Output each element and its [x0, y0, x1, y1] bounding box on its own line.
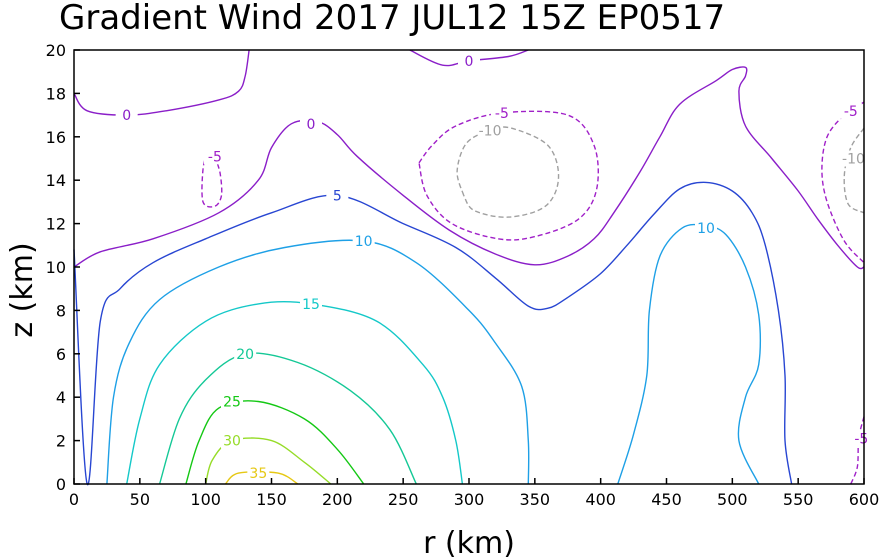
contour-line [126, 301, 464, 485]
y-tick-label: 20 [46, 41, 66, 60]
contour-line [73, 66, 865, 270]
contour-line [73, 181, 793, 485]
y-tick-label: 2 [56, 432, 66, 451]
x-tick-label: 100 [190, 490, 221, 509]
x-tick-label: 450 [651, 490, 682, 509]
contour-line [73, 49, 250, 116]
contour-line [158, 352, 417, 485]
x-axis-ticks: 0 50 100 150 200 250 300 350 400 450 500 550 600 [69, 478, 879, 509]
contour-label-bg [839, 102, 862, 119]
contour-label: 15 [302, 297, 320, 313]
contour-label-bg [479, 122, 502, 139]
contour-label: -10 [842, 152, 865, 168]
x-tick-label: 150 [256, 490, 287, 509]
contour-label: 25 [223, 395, 241, 411]
contour-label-bg [221, 393, 243, 410]
contour-label-bg [221, 432, 243, 449]
chart-title: Gradient Wind 2017 JUL12 15Z EP0517 [59, 0, 725, 38]
x-tick-label: 200 [322, 490, 353, 509]
contour-label-bg [850, 430, 873, 447]
contour-label-bg [842, 150, 865, 167]
contour-label: 10 [697, 221, 715, 237]
contour-label: 0 [122, 108, 131, 124]
contour-label-bg [326, 187, 349, 204]
x-tick-label: 50 [130, 490, 150, 509]
y-tick-label: 18 [46, 84, 66, 103]
contour-line [850, 416, 865, 485]
contour-line [456, 126, 560, 218]
contour-label: 20 [236, 347, 254, 363]
contour-label-bg [234, 345, 257, 362]
contour-label: 0 [465, 54, 474, 70]
x-tick-label: 500 [717, 490, 748, 509]
contour-label-bg [695, 219, 717, 236]
contour-label-bg [300, 115, 322, 132]
y-axis-ticks: 0 2 4 6 8 10 12 14 16 18 20 [46, 41, 80, 494]
contour-label: -10 [479, 123, 502, 139]
contour-label: 35 [249, 466, 267, 482]
contour-label-bg [115, 107, 138, 124]
contour-label: 30 [223, 434, 241, 450]
y-tick-label: 14 [46, 171, 66, 190]
y-tick-label: 6 [56, 345, 66, 364]
contour-label: 10 [355, 234, 373, 250]
x-tick-label: 0 [69, 490, 79, 509]
contour-label-bg [300, 295, 322, 312]
contour-line [843, 127, 865, 214]
y-tick-label: 8 [56, 301, 66, 320]
contour-label: -5 [844, 104, 858, 120]
contour-line [418, 110, 599, 241]
x-tick-label: 600 [849, 490, 879, 509]
x-tick-label: 550 [783, 490, 814, 509]
x-tick-label: 300 [454, 490, 485, 509]
y-axis-label: z (km) [5, 242, 40, 337]
contour-label-bg [458, 52, 480, 69]
contour-label: 0 [307, 117, 316, 133]
y-tick-label: 0 [56, 475, 66, 494]
contour-label: -5 [854, 431, 868, 447]
y-tick-label: 12 [46, 215, 66, 234]
y-tick-label: 4 [56, 388, 66, 407]
contour-label: 5 [333, 188, 342, 204]
contour-label-bg [352, 232, 375, 249]
x-axis-label: r (km) [423, 526, 515, 560]
contour-label-bg [247, 465, 270, 482]
contour-line [205, 437, 332, 485]
contour-lines [73, 49, 865, 485]
contour-line [185, 400, 365, 485]
contour-line [617, 223, 762, 485]
contour-label: -5 [495, 106, 509, 122]
y-tick-label: 10 [46, 258, 66, 277]
x-tick-label: 400 [585, 490, 616, 509]
contour-line [821, 101, 865, 264]
contour-line [201, 150, 223, 208]
contour-label-bg [490, 104, 513, 121]
x-tick-label: 350 [520, 490, 551, 509]
y-tick-label: 16 [46, 128, 66, 147]
contour-label-bg [203, 148, 226, 165]
contour-label: -5 [208, 149, 222, 165]
x-tick-label: 250 [388, 490, 419, 509]
